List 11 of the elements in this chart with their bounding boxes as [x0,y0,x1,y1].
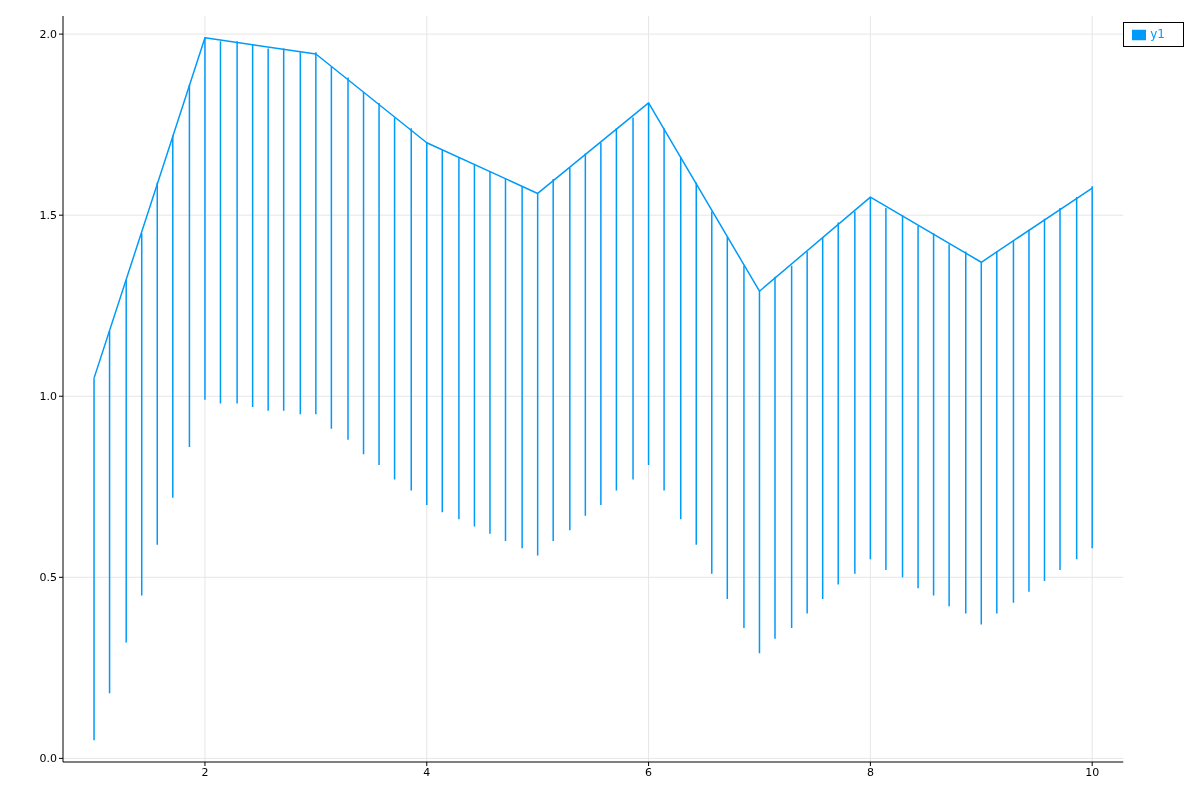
x-tick-label: 6 [645,765,653,779]
x-tick-label: 10 [1085,765,1100,779]
y-tick-label: 2.0 [39,28,57,42]
legend-label: y1 [1150,27,1165,41]
x-tick-label: 4 [423,765,431,779]
y-tick-label: 1.5 [39,209,57,223]
x-tick-label: 8 [866,765,874,779]
y-tick-label: 1.0 [39,390,57,404]
x-tick-label: 2 [201,765,209,779]
y-tick-label: 0.5 [39,571,57,585]
y-tick-label: 0.0 [39,752,57,766]
